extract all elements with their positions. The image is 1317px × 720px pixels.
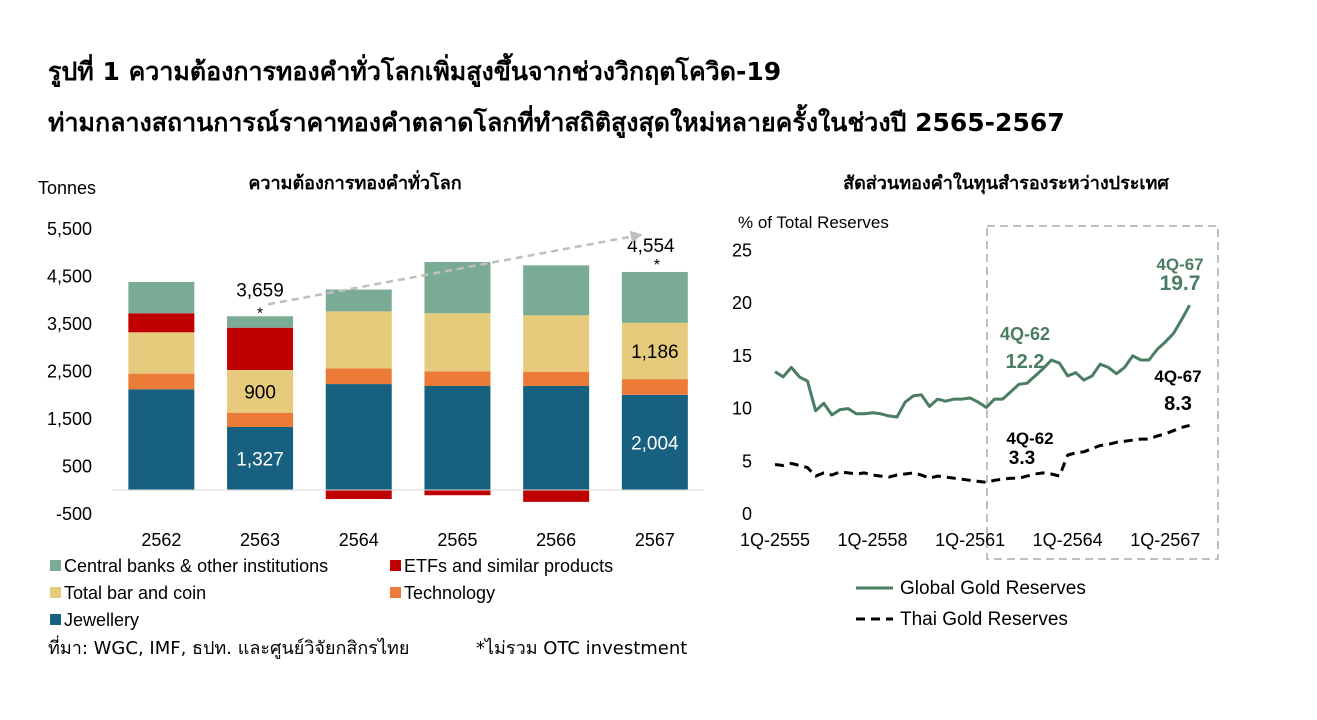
- bar-data-label: 2,004: [631, 433, 679, 454]
- thai-gold-reserves-line: [774, 423, 1190, 484]
- line-annotation-value: 19.7: [1160, 272, 1201, 295]
- bar-segment-jewellery: [621, 394, 688, 490]
- bar-chart-title: ความต้องการทองคำทั่วโลก: [248, 170, 461, 194]
- bar-segment-bar-coin: [227, 369, 294, 413]
- legend-swatch-central-banks: [50, 560, 61, 571]
- bar-segment-central-banks: [523, 265, 590, 316]
- line-xtick-label: 1Q-2561: [935, 530, 1005, 550]
- bar-segment-technology: [128, 373, 195, 390]
- bar-data-label: 1,186: [631, 342, 679, 363]
- bar-segment-central-banks: [325, 289, 392, 312]
- legend-swatch-technology: [390, 587, 401, 598]
- bar-data-label: 1,327: [236, 449, 284, 470]
- growth-arrow-head: [629, 230, 643, 243]
- bar-xtick-label: 2567: [635, 530, 675, 550]
- legend-label: Jewellery: [64, 610, 139, 630]
- bar-xtick-label: 2563: [240, 530, 280, 550]
- bar-xtick-label: 2566: [536, 530, 576, 550]
- legend-label: Technology: [404, 583, 495, 603]
- line-annotation-period: 4Q-67: [1154, 367, 1201, 386]
- bar-segment-central-banks: [128, 281, 195, 314]
- line-ytick-label: 20: [732, 293, 752, 313]
- legend-label: Central banks & other institutions: [64, 556, 328, 576]
- line-annotation-value: 8.3: [1164, 393, 1192, 415]
- bar-total-label: 3,659: [236, 280, 284, 301]
- line-xtick-label: 1Q-2558: [838, 530, 908, 550]
- line-annotation-value: 3.3: [1009, 448, 1035, 469]
- bar-segment-central-banks: [227, 316, 294, 328]
- bar-segment-bar-coin: [128, 332, 195, 374]
- bar-segment-technology: [523, 371, 590, 386]
- line-annotation-period: 4Q-62: [1000, 324, 1050, 344]
- bar-chart-ylabel: Tonnes: [38, 178, 96, 198]
- legend-swatch-etfs: [390, 560, 401, 571]
- line-annotation-period: 4Q-67: [1156, 255, 1203, 274]
- bar-segment-etfs: [424, 490, 491, 496]
- figure-title-line1: รูปที่ 1 ความต้องการทองคำทั่วโลกเพิ่มสูง…: [48, 57, 782, 86]
- highlight-box: [986, 225, 1219, 560]
- line-ytick-label: 5: [742, 451, 752, 471]
- bar-segment-bar-coin: [523, 315, 590, 372]
- line-ytick-label: 25: [732, 240, 752, 260]
- line-legend-label: Thai Gold Reserves: [900, 609, 1068, 630]
- bar-ytick-label: 1,500: [47, 409, 92, 429]
- bar-segment-bar-coin: [325, 311, 392, 369]
- line-ytick-label: 15: [732, 346, 752, 366]
- bar-segment-technology: [227, 412, 294, 427]
- bar-segment-etfs: [227, 327, 294, 370]
- bar-chart: ความต้องการทองคำทั่วโลก Tonnes 5,500 4,50…: [38, 170, 705, 630]
- bar-segment-jewellery: [128, 389, 195, 490]
- line-xtick-label: 1Q-2555: [740, 530, 810, 550]
- bar-segment-technology: [325, 368, 392, 385]
- bar-segment-technology: [621, 379, 688, 395]
- bar-segment-etfs: [128, 313, 195, 333]
- bar-segment-bar-coin: [621, 322, 688, 380]
- bar-segment-technology: [424, 371, 491, 386]
- bar-footnote-star: *: [654, 257, 660, 274]
- line-legend-label: Global Gold Reserves: [900, 578, 1086, 599]
- line-chart-title: สัดส่วนทองคำในทุนสำรองระหว่างประเทศ: [843, 172, 1169, 195]
- line-ytick-label: 0: [742, 504, 752, 524]
- bar-segment-bar-coin: [424, 313, 491, 372]
- legend-label: ETFs and similar products: [404, 556, 613, 576]
- bar-data-label: 900: [244, 382, 276, 403]
- bar-xtick-label: 2564: [339, 530, 379, 550]
- bar-ytick-label: 5,500: [47, 219, 92, 239]
- growth-arrow-line: [267, 234, 636, 306]
- legend-label: Total bar and coin: [64, 583, 206, 603]
- global-gold-reserves-line: [774, 304, 1191, 419]
- bar-segment-etfs: [325, 490, 392, 500]
- bar-ytick-label: 3,500: [47, 314, 92, 334]
- bar-segment-etfs: [523, 490, 590, 502]
- line-ytick-label: 10: [732, 399, 752, 419]
- line-chart-ylabel: % of Total Reserves: [738, 213, 889, 232]
- bar-segment-jewellery: [523, 385, 590, 490]
- line-xtick-label: 1Q-2567: [1130, 530, 1200, 550]
- bar-segment-jewellery: [227, 426, 294, 490]
- bar-segment-jewellery: [325, 384, 392, 490]
- bar-segment-central-banks: [621, 271, 688, 323]
- bar-xtick-label: 2565: [437, 530, 477, 550]
- figure-title-line2: ท่ามกลางสถานการณ์ราคาทองคำตลาดโลกที่ทำสถ…: [48, 108, 1065, 137]
- line-xtick-label: 1Q-2564: [1033, 530, 1103, 550]
- line-annotation-value: 12.2: [1006, 351, 1045, 373]
- bar-segment-jewellery: [424, 385, 491, 490]
- bar-segment-central-banks: [424, 262, 491, 314]
- source-note: ที่มา: WGC, IMF, ธปท. และศูนย์วิจัยกสิกร…: [48, 635, 409, 659]
- line-chart: สัดส่วนทองคำในทุนสำรองระหว่างประเทศ % of…: [732, 172, 1219, 630]
- bar-ytick-label: -500: [56, 504, 92, 524]
- legend-swatch-jewellery: [50, 614, 61, 625]
- bar-xtick-label: 2562: [141, 530, 181, 550]
- bar-ytick-label: 2,500: [47, 361, 92, 381]
- footnote: *ไม่รวม OTC investment: [476, 637, 687, 659]
- legend-swatch-bar-coin: [50, 587, 61, 598]
- bar-ytick-label: 4,500: [47, 266, 92, 286]
- bar-footnote-star: *: [257, 305, 263, 322]
- bar-total-label: 4,554: [627, 236, 675, 257]
- bar-ytick-label: 500: [62, 456, 92, 476]
- line-annotation-period: 4Q-62: [1006, 429, 1053, 448]
